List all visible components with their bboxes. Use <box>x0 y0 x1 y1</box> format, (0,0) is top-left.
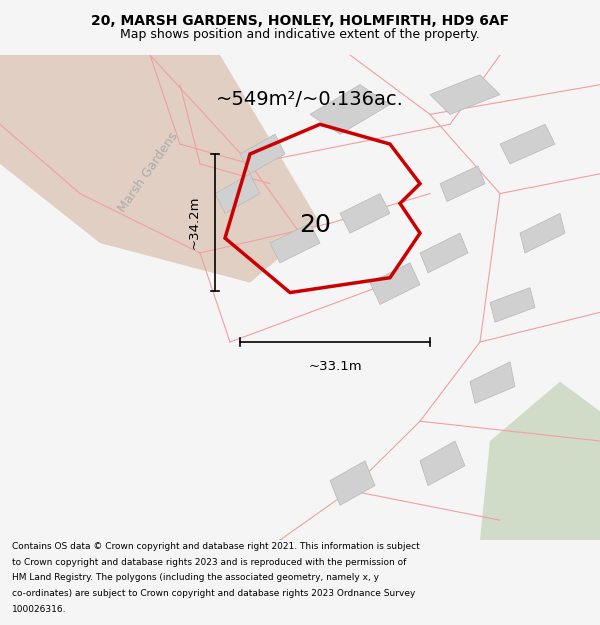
Polygon shape <box>370 263 420 304</box>
Text: 100026316.: 100026316. <box>12 606 67 614</box>
Polygon shape <box>490 288 535 322</box>
Text: Contains OS data © Crown copyright and database right 2021. This information is : Contains OS data © Crown copyright and d… <box>12 542 420 551</box>
Polygon shape <box>240 134 285 174</box>
Polygon shape <box>0 55 320 282</box>
Text: 20, MARSH GARDENS, HONLEY, HOLMFIRTH, HD9 6AF: 20, MARSH GARDENS, HONLEY, HOLMFIRTH, HD… <box>91 14 509 28</box>
Text: 20: 20 <box>299 213 331 238</box>
Polygon shape <box>340 194 390 233</box>
Polygon shape <box>520 213 565 253</box>
Polygon shape <box>270 223 320 263</box>
Polygon shape <box>500 124 555 164</box>
Text: co-ordinates) are subject to Crown copyright and database rights 2023 Ordnance S: co-ordinates) are subject to Crown copyr… <box>12 589 415 598</box>
Text: ~33.1m: ~33.1m <box>308 360 362 373</box>
Polygon shape <box>215 174 260 213</box>
Polygon shape <box>330 461 375 506</box>
Text: ~34.2m: ~34.2m <box>188 196 201 249</box>
Text: Marsh Gardens: Marsh Gardens <box>116 129 181 214</box>
Polygon shape <box>430 75 500 114</box>
Polygon shape <box>310 85 390 134</box>
Polygon shape <box>420 233 468 272</box>
Polygon shape <box>440 166 485 201</box>
Text: to Crown copyright and database rights 2023 and is reproduced with the permissio: to Crown copyright and database rights 2… <box>12 558 406 567</box>
Text: Map shows position and indicative extent of the property.: Map shows position and indicative extent… <box>120 28 480 41</box>
Polygon shape <box>420 441 465 486</box>
Text: HM Land Registry. The polygons (including the associated geometry, namely x, y: HM Land Registry. The polygons (includin… <box>12 574 379 582</box>
Text: ~549m²/~0.136ac.: ~549m²/~0.136ac. <box>216 90 404 109</box>
Polygon shape <box>470 362 515 403</box>
Polygon shape <box>480 382 600 540</box>
